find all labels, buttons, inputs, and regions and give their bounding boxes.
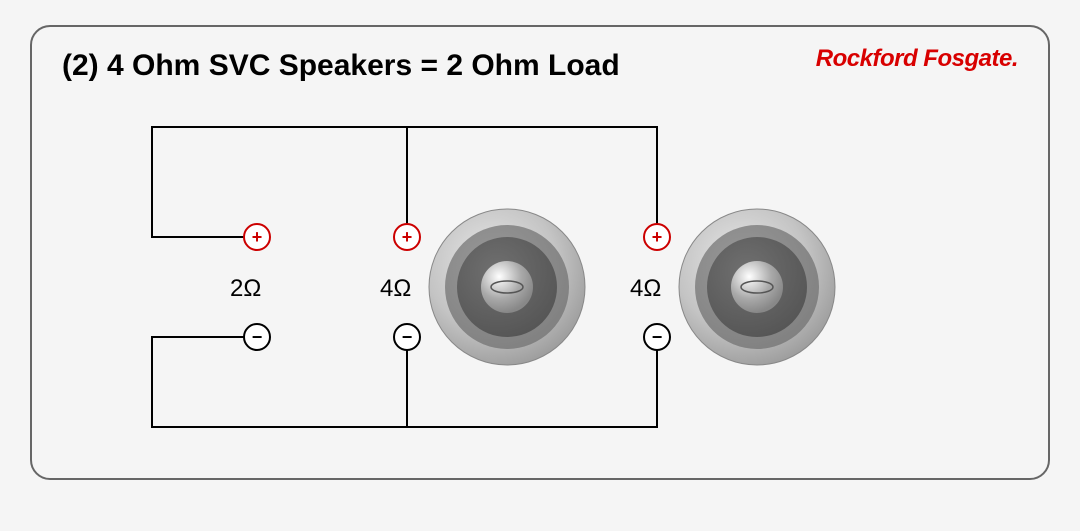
terminal-plus: + — [243, 223, 271, 251]
terminal-minus: − — [393, 323, 421, 351]
wire — [152, 127, 407, 237]
impedance-label: 4Ω — [380, 275, 411, 303]
terminal-plus: + — [643, 223, 671, 251]
speaker-icon — [677, 207, 837, 367]
speaker-icon — [427, 207, 587, 367]
terminal-minus: − — [643, 323, 671, 351]
terminal-plus: + — [393, 223, 421, 251]
impedance-label: 4Ω — [630, 275, 661, 303]
terminal-minus: − — [243, 323, 271, 351]
impedance-label: 2Ω — [230, 275, 261, 303]
wire — [152, 337, 407, 427]
diagram-panel: (2) 4 Ohm SVC Speakers = 2 Ohm Load Rock… — [30, 25, 1050, 480]
